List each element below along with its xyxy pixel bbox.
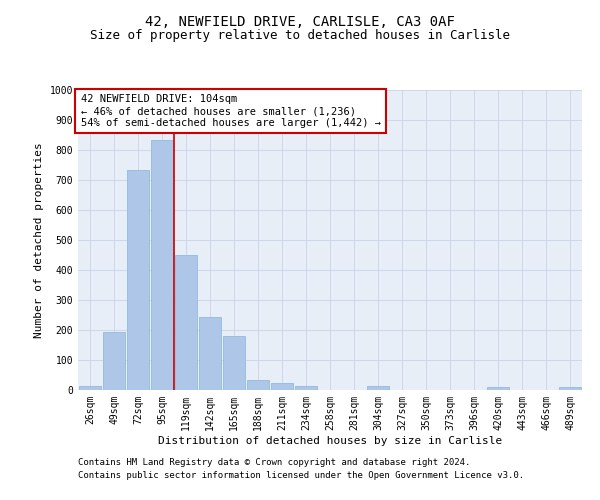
Bar — [175, 255, 197, 390]
Bar — [271, 384, 293, 390]
Bar — [151, 140, 173, 390]
Bar — [103, 332, 125, 390]
Bar — [367, 386, 389, 390]
Text: 42, NEWFIELD DRIVE, CARLISLE, CA3 0AF: 42, NEWFIELD DRIVE, CARLISLE, CA3 0AF — [145, 16, 455, 30]
Bar — [223, 336, 245, 390]
Text: 42 NEWFIELD DRIVE: 104sqm
← 46% of detached houses are smaller (1,236)
54% of se: 42 NEWFIELD DRIVE: 104sqm ← 46% of detac… — [80, 94, 380, 128]
Text: Contains HM Land Registry data © Crown copyright and database right 2024.: Contains HM Land Registry data © Crown c… — [78, 458, 470, 467]
Y-axis label: Number of detached properties: Number of detached properties — [34, 142, 44, 338]
X-axis label: Distribution of detached houses by size in Carlisle: Distribution of detached houses by size … — [158, 436, 502, 446]
Bar — [559, 387, 581, 390]
Bar — [79, 386, 101, 390]
Text: Contains public sector information licensed under the Open Government Licence v3: Contains public sector information licen… — [78, 472, 524, 480]
Bar — [127, 170, 149, 390]
Bar — [487, 387, 509, 390]
Bar — [247, 380, 269, 390]
Bar — [199, 316, 221, 390]
Bar — [295, 386, 317, 390]
Text: Size of property relative to detached houses in Carlisle: Size of property relative to detached ho… — [90, 28, 510, 42]
